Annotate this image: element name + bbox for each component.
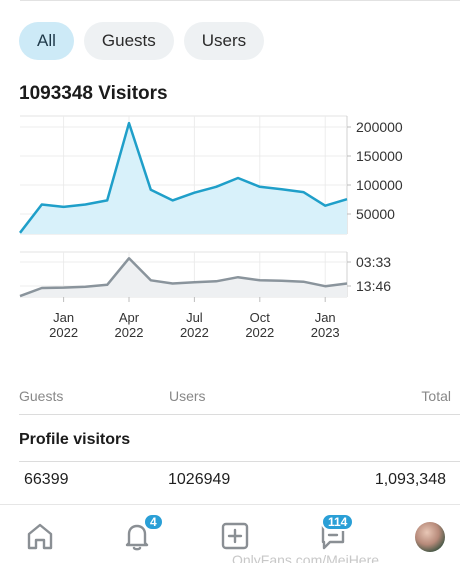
- visitors-chart: 2000001500001000005000003:3313:46Jan2022…: [19, 115, 403, 340]
- nav-divider: [0, 504, 460, 505]
- x-tick-label-year: 2022: [115, 325, 144, 340]
- tab-all[interactable]: All: [19, 22, 74, 60]
- duration-y-tick-label: 13:46: [356, 278, 391, 294]
- stats-values-row: 66399 1026949 1,093,348: [0, 471, 460, 495]
- stats-divider: [19, 414, 460, 415]
- section-divider: [19, 461, 460, 462]
- visitors-area: [20, 123, 347, 234]
- value-guests: 66399: [24, 471, 69, 488]
- notifications-badge: 4: [143, 513, 164, 531]
- visitors-y-tick-label: 50000: [356, 206, 395, 222]
- nav-notifications-button[interactable]: 4: [113, 512, 164, 560]
- avatar: [415, 522, 445, 552]
- nav-create-button[interactable]: [211, 512, 259, 560]
- header-guests: Guests: [19, 388, 64, 404]
- x-tick-label-month: Jan: [53, 310, 74, 325]
- visitors-y-tick-label: 200000: [356, 119, 403, 135]
- tab-guests[interactable]: Guests: [83, 22, 174, 60]
- duration-area: [20, 258, 347, 297]
- header-total: Total: [421, 388, 451, 404]
- x-tick-label-month: Apr: [119, 310, 140, 325]
- duration-y-tick-label: 03:33: [356, 254, 391, 270]
- x-tick-label-year: 2022: [49, 325, 78, 340]
- top-divider: [20, 0, 460, 1]
- x-tick-label-year: 2022: [245, 325, 274, 340]
- profile-visitors-title: Profile visitors: [19, 431, 131, 448]
- plus-square-icon: [221, 522, 249, 550]
- stats-header: Guests Users Total: [0, 388, 460, 416]
- x-tick-label-year: 2023: [311, 325, 340, 340]
- visitors-y-tick-label: 150000: [356, 148, 403, 164]
- header-users: Users: [169, 388, 206, 404]
- x-tick-label-month: Jul: [186, 310, 203, 325]
- visitors-total-title: 1093348 Visitors: [19, 83, 168, 104]
- x-tick-label-month: Jan: [315, 310, 336, 325]
- home-icon: [27, 523, 53, 550]
- tab-users[interactable]: Users: [183, 22, 265, 60]
- value-total: 1,093,348: [374, 471, 446, 488]
- duration-line: [19, 257, 348, 298]
- value-users: 1026949: [168, 471, 231, 488]
- nav-profile-button[interactable]: [406, 512, 454, 560]
- visitors-y-tick-label: 100000: [356, 177, 403, 193]
- nav-messages-button[interactable]: 114: [309, 512, 357, 560]
- messages-badge: 114: [321, 513, 355, 531]
- nav-home-button[interactable]: [16, 512, 64, 560]
- bell-icon: [125, 524, 149, 551]
- watermark: OnlyFans.com/MeiHere: [232, 552, 380, 563]
- bottom-nav: 4 114: [0, 512, 460, 563]
- visitors-line: [19, 121, 348, 234]
- x-tick-label-month: Oct: [250, 310, 271, 325]
- filter-tabs: All Guests Users: [19, 22, 265, 60]
- x-tick-label-year: 2022: [180, 325, 209, 340]
